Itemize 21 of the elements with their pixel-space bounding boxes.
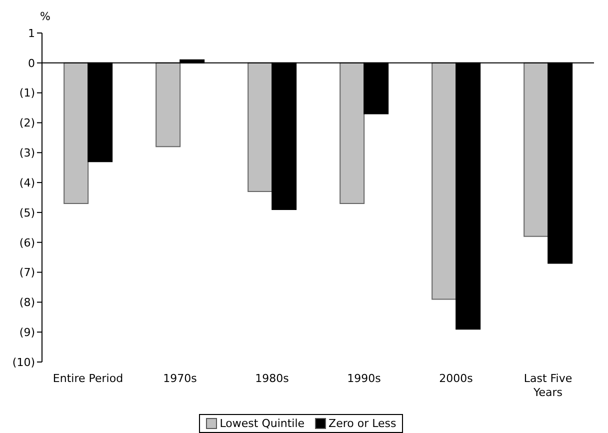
y-tick-label: (10) <box>12 356 35 369</box>
y-tick-label: (1) <box>19 86 35 100</box>
y-tick-label: (4) <box>19 176 35 190</box>
y-tick-label: (9) <box>19 326 35 339</box>
y-tick-label: 1 <box>28 26 35 40</box>
legend-label: Lowest Quintile <box>218 417 305 430</box>
y-tick-label: (2) <box>19 116 35 130</box>
x-tick-label: 2000s <box>439 372 474 385</box>
x-tick-label: 1980s <box>255 372 290 385</box>
x-tick-label: 1970s <box>163 372 198 385</box>
y-tick-label: 0 <box>28 56 35 70</box>
x-tick-label: Last Five Years <box>524 372 572 399</box>
y-tick-label: (8) <box>19 296 35 310</box>
legend-label: Zero or Less <box>328 417 396 430</box>
y-tick-label: (5) <box>19 206 35 220</box>
x-tick-label: 1990s <box>347 372 382 385</box>
y-axis-title: % <box>40 10 50 23</box>
y-tick-label: (7) <box>19 266 35 280</box>
y-tick-label: (3) <box>19 146 35 160</box>
y-tick-label: (6) <box>19 236 35 250</box>
x-tick-label: Entire Period <box>52 372 124 385</box>
